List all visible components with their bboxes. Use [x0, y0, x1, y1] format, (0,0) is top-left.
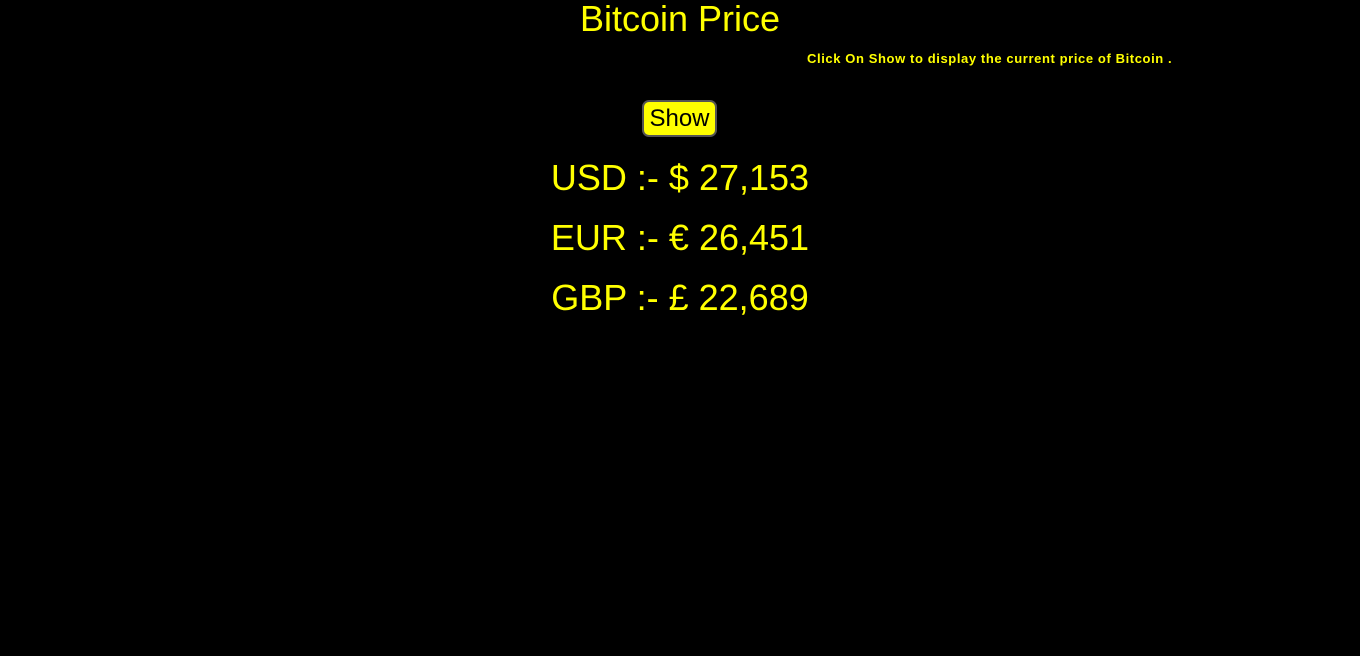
price-row-gbp: GBP :- £ 22,689: [551, 277, 809, 318]
page-title: Bitcoin Price: [579, 0, 781, 39]
price-row-eur: EUR :- € 26,451: [550, 217, 810, 258]
price-list: USD :- $ 27,153 EUR :- € 26,451 GBP :- £…: [0, 154, 1360, 334]
show-button[interactable]: Show: [642, 100, 717, 137]
instruction-text: Click On Show to display the current pri…: [807, 51, 1173, 66]
price-row-usd: USD :- $ 27,153: [550, 157, 810, 198]
